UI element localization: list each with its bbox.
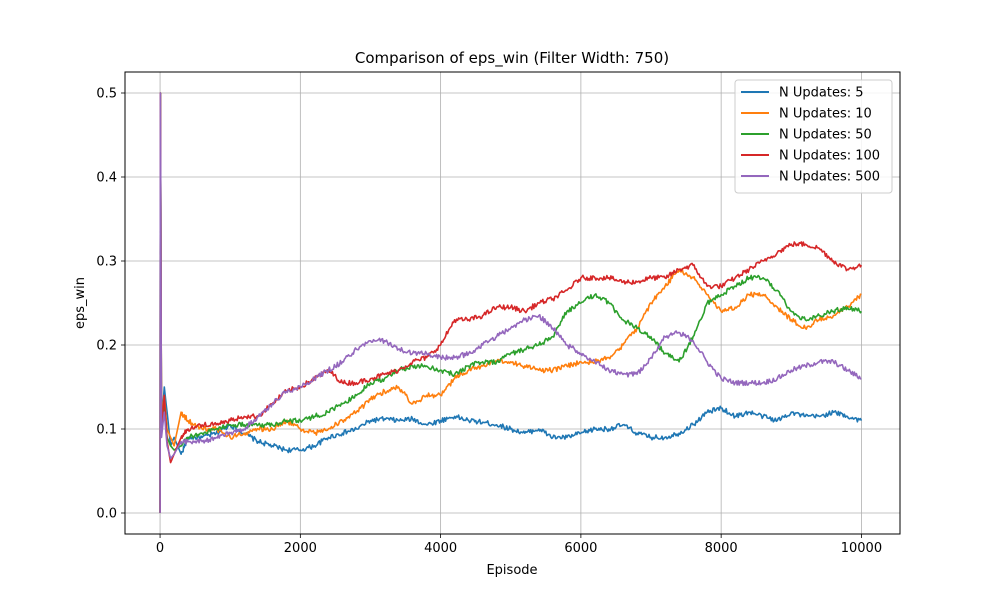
x-tick-label: 2000 <box>284 541 317 556</box>
legend-label: N Updates: 10 <box>779 107 872 122</box>
y-tick-label: 0.4 <box>96 171 117 186</box>
series-line-4 <box>159 92 863 514</box>
x-tick-label: 0 <box>156 541 164 556</box>
y-axis-label: eps_win <box>73 277 88 329</box>
legend-label: N Updates: 5 <box>779 86 864 101</box>
x-axis-label: Episode <box>486 563 537 578</box>
legend-label: N Updates: 500 <box>779 170 880 185</box>
y-tick-label: 0.3 <box>96 255 117 270</box>
legend-label: N Updates: 100 <box>779 149 880 164</box>
series-line-5 <box>159 92 862 514</box>
series-line-2 <box>159 92 862 514</box>
y-tick-label: 0.0 <box>96 507 117 522</box>
ticks-layer: 0 2000 4000 6000 8000 10000 0.0 0.1 0.2 0.3 0.4 0.5 <box>96 87 882 557</box>
series-line-1 <box>159 92 863 514</box>
series-line-3 <box>159 92 863 514</box>
plot-frame <box>124 71 901 535</box>
chart-title: Comparison of eps_win (Filter Width: 750… <box>355 49 669 68</box>
legend-label: N Updates: 50 <box>779 128 872 143</box>
x-tick-label: 8000 <box>705 541 738 556</box>
x-tick-label: 6000 <box>564 541 597 556</box>
legend-box <box>734 79 893 194</box>
y-tick-label: 0.1 <box>96 423 117 438</box>
x-tick-label: 4000 <box>424 541 457 556</box>
series-layer <box>159 92 863 514</box>
x-tick-label: 10000 <box>841 541 882 556</box>
y-tick-label: 0.5 <box>96 87 117 102</box>
legend: N Updates: 5 N Updates: 10 N Updates: 50 N … <box>734 79 893 194</box>
y-tick-label: 0.2 <box>96 339 117 354</box>
